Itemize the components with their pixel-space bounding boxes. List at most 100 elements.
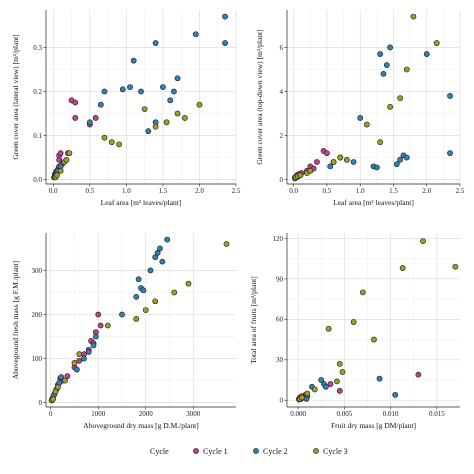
data-point-cycle-3 — [359, 289, 366, 296]
y-axis-label: Total area of fruits [m²/plant] — [249, 276, 258, 364]
x-tick-label: 0.015 — [429, 410, 445, 418]
x-tick-label: 0.000 — [290, 410, 306, 418]
data-point-cycle-3 — [223, 241, 230, 247]
data-point-cycle-3 — [54, 384, 61, 391]
data-point-cycle-1 — [92, 115, 99, 121]
y-tick-label: 0 — [280, 176, 284, 184]
data-point-cycle-2 — [403, 154, 410, 161]
data-point-cycle-2 — [392, 391, 399, 398]
data-point-cycle-2 — [130, 57, 137, 64]
data-point-cycle-3 — [334, 378, 340, 385]
data-point-cycle-3 — [71, 360, 78, 366]
legend-marker-cycle-2 — [253, 448, 259, 454]
y-tick-label: 6 — [280, 44, 284, 52]
data-point-cycle-2 — [92, 333, 99, 340]
data-point-cycle-2 — [97, 101, 104, 108]
y-tick-label: 0.2 — [33, 88, 42, 96]
data-point-cycle-3 — [63, 156, 70, 163]
x-axis-label: Leaf area [m² leaves/plant] — [101, 198, 182, 207]
data-point-cycle-3 — [66, 150, 73, 157]
data-point-cycle-3 — [185, 280, 192, 287]
data-point-cycle-3 — [452, 263, 459, 270]
data-point-cycle-3 — [196, 101, 203, 108]
data-point-cycle-3 — [171, 289, 178, 296]
legend: Cycle Cycle 1 Cycle 2 Cycle 3 — [150, 447, 348, 456]
data-point-cycle-2 — [373, 164, 380, 171]
y-tick-label: 4 — [280, 88, 284, 96]
data-point-cycle-2 — [447, 93, 453, 99]
data-point-cycle-2 — [147, 267, 154, 274]
data-point-cycle-3 — [307, 167, 314, 174]
data-point-cycle-2 — [222, 13, 228, 20]
data-point-cycle-3 — [336, 360, 343, 367]
data-point-cycle-2 — [192, 31, 199, 38]
data-point-cycle-2 — [174, 75, 181, 82]
data-point-cycle-3 — [141, 106, 148, 113]
data-point-cycle-2 — [167, 97, 174, 104]
data-point-cycle-3 — [433, 40, 440, 46]
data-point-cycle-2 — [387, 44, 394, 51]
data-point-cycle-2 — [133, 293, 140, 300]
data-point-cycle-2 — [140, 287, 147, 294]
data-point-cycle-2 — [159, 258, 166, 265]
y-tick-label: 0 — [39, 399, 43, 407]
data-point-cycle-2 — [160, 84, 166, 90]
y-tick-label: 0 — [280, 397, 284, 405]
x-tick-label: 2.0 — [195, 187, 204, 195]
y-tick-label: 0.3 — [33, 44, 42, 52]
data-point-cycle-3 — [371, 336, 377, 343]
y-tick-label: 30 — [276, 356, 284, 364]
scatter-panel-4: 0.000 0.005 0.010 0.015 0 30 60 90 120 Fruit dry … — [249, 233, 460, 430]
y-tick-label: 200 — [32, 311, 43, 319]
data-point-cycle-3 — [343, 156, 350, 163]
data-point-cycle-1 — [95, 311, 102, 318]
data-point-cycle-3 — [142, 307, 149, 313]
data-point-cycle-3 — [339, 369, 346, 375]
data-point-cycle-2 — [81, 355, 87, 362]
data-point-cycle-2 — [350, 159, 357, 165]
data-point-cycle-3 — [304, 390, 311, 397]
data-point-cycle-3 — [387, 104, 394, 110]
y-tick-label: 120 — [273, 235, 284, 243]
data-point-cycle-1 — [64, 373, 71, 380]
data-point-cycle-2 — [318, 377, 325, 383]
y-tick-label: 60 — [276, 316, 284, 324]
y-tick-label: 100 — [32, 355, 43, 363]
y-axis-label: Green cover area (lateral view) [m²/plan… — [11, 34, 20, 159]
data-point-cycle-3 — [363, 121, 370, 128]
data-point-cycle-3 — [152, 123, 159, 130]
x-tick-label: 1000 — [91, 410, 106, 418]
data-point-cycle-3 — [174, 110, 181, 117]
data-point-cycle-3 — [52, 388, 59, 395]
x-tick-label: 0.0 — [289, 187, 298, 195]
x-tick-label: 0.5 — [323, 187, 332, 195]
x-axis-label: Leaf area [m² leaves/plant] — [333, 198, 414, 207]
y-tick-label: 90 — [276, 275, 284, 283]
data-point-cycle-3 — [163, 119, 170, 126]
data-point-cycle-1 — [336, 387, 343, 394]
scatter-panel-2: 0.0 0.5 1.0 1.5 2.0 2.5 0 2 4 6 Leaf area [m² leav… — [255, 10, 465, 207]
data-point-cycle-3 — [76, 351, 83, 358]
x-tick-label: 1.0 — [122, 187, 131, 195]
data-point-cycle-3 — [108, 139, 115, 146]
data-point-cycle-2 — [152, 40, 159, 46]
scatter-panel-3: 0 1000 2000 3000 0 100 200 300 Aboveground dry m… — [11, 233, 236, 430]
data-point-cycle-3 — [297, 172, 304, 179]
data-point-cycle-1 — [76, 357, 83, 364]
data-point-cycle-1 — [72, 99, 79, 106]
data-point-cycle-3 — [133, 315, 140, 322]
x-tick-label: 0.5 — [85, 187, 94, 195]
data-point-cycle-2 — [393, 161, 400, 168]
data-point-cycle-3 — [410, 13, 417, 20]
data-point-cycle-2 — [152, 254, 159, 261]
x-tick-label: 0.005 — [336, 410, 352, 418]
data-point-cycle-1 — [415, 371, 422, 378]
data-point-cycle-1 — [314, 159, 320, 165]
legend-label-cycle-3: Cycle 3 — [323, 447, 348, 456]
y-tick-label: 2 — [280, 132, 284, 140]
data-point-cycle-2 — [397, 156, 404, 163]
data-point-cycle-3 — [298, 394, 305, 401]
x-tick-label: 0.0 — [49, 187, 58, 195]
x-tick-label: 3000 — [186, 410, 201, 418]
